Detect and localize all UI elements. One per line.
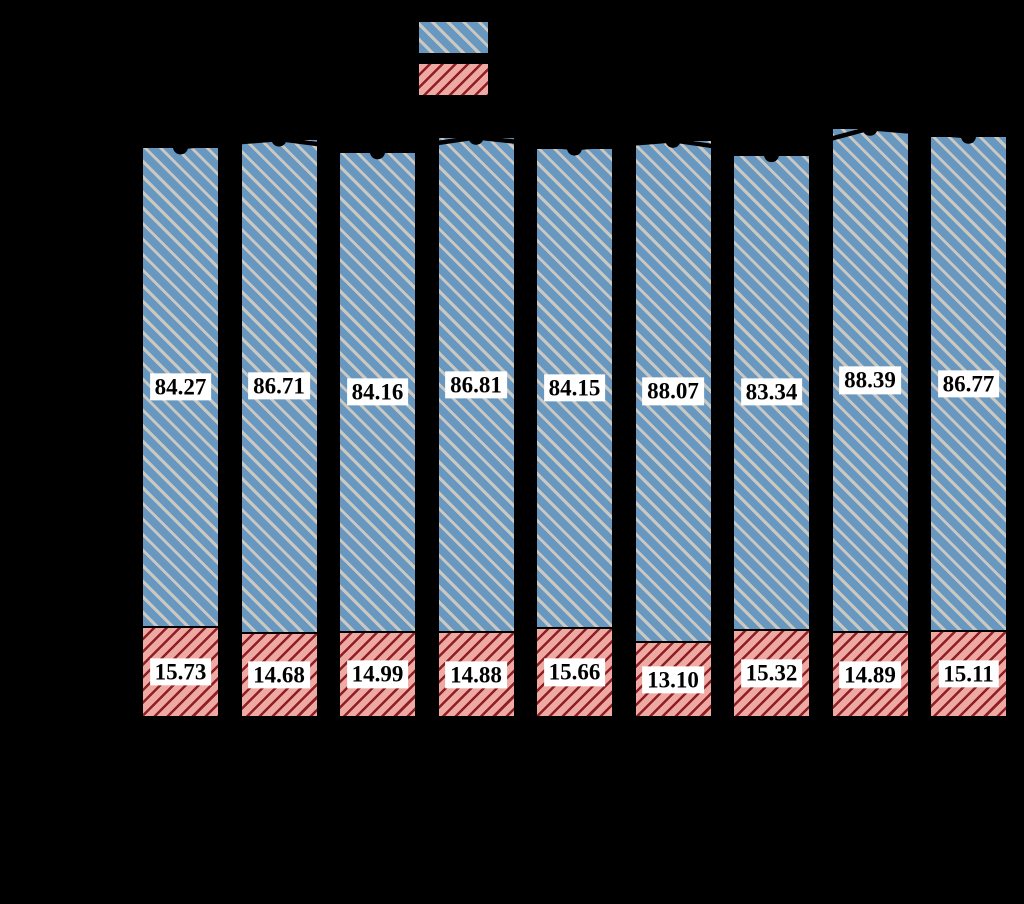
- bar-value-label-blue: 86.77: [937, 369, 1000, 398]
- bar-value-label-blue: 84.15: [543, 374, 606, 402]
- bar-value-label-pink: 13.10: [642, 666, 704, 694]
- bar-value-label-pink: 15.73: [149, 658, 212, 686]
- legend-swatch-pink-hatched: [418, 63, 489, 96]
- bar-value-label-pink: 15.32: [740, 659, 803, 687]
- bar-value-label-pink: 14.99: [346, 660, 409, 688]
- bar-value-label-blue: 86.81: [445, 371, 507, 399]
- bar-value-label-blue: 86.71: [248, 372, 310, 400]
- bar-value-label-blue: 84.16: [346, 378, 409, 406]
- bar-value-label-pink: 15.11: [938, 660, 999, 688]
- bar-value-label-pink: 14.89: [839, 660, 901, 689]
- bar-value-label-blue: 88.07: [642, 377, 704, 405]
- legend-swatch-blue-hatched: [418, 21, 489, 54]
- bar-value-label-pink: 14.68: [248, 661, 310, 689]
- bar-value-label-blue: 84.27: [149, 373, 212, 401]
- bar-value-label-blue: 83.34: [740, 378, 803, 406]
- bar-value-label-pink: 14.88: [445, 660, 507, 689]
- bar-value-label-pink: 15.66: [543, 658, 606, 687]
- bar-value-label-blue: 88.39: [839, 366, 901, 394]
